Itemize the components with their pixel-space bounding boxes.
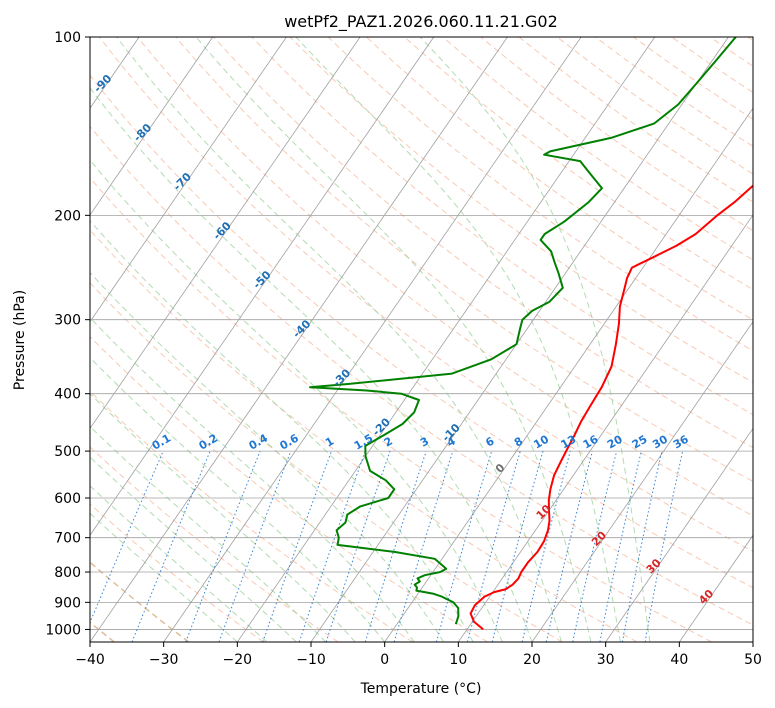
x-tick-label: 40 bbox=[670, 652, 688, 668]
y-tick-label: 900 bbox=[54, 595, 81, 611]
moist-adiabat bbox=[195, 37, 592, 642]
dry-adiabat bbox=[90, 282, 563, 642]
mixing-ratio-line bbox=[218, 450, 292, 642]
x-tick-label: −30 bbox=[149, 652, 179, 668]
background-lines bbox=[0, 37, 753, 642]
isotherm-line bbox=[0, 37, 65, 642]
y-tick-label: 1000 bbox=[45, 622, 81, 638]
mixing-ratio-line bbox=[364, 450, 427, 642]
plot-frame bbox=[89, 36, 754, 643]
x-axis: −40 −30 −20 −10 0 10 20 30 40 50 bbox=[75, 642, 762, 668]
isotherm-line bbox=[90, 37, 361, 430]
moist-adiabat bbox=[90, 456, 297, 642]
mixing-ratio-line bbox=[521, 450, 571, 642]
isotherm-line bbox=[237, 37, 656, 642]
x-tick-label: 30 bbox=[597, 652, 615, 668]
x-tick-label: 10 bbox=[449, 652, 467, 668]
y-axis: 1000 900 800 700 600 500 400 300 200 100 bbox=[45, 30, 90, 638]
isotherm-line bbox=[531, 321, 753, 642]
mixing-ratio-line bbox=[491, 450, 544, 642]
isotherm-line bbox=[310, 37, 729, 642]
moist-adiabat bbox=[90, 271, 445, 642]
mixing-ratio-line bbox=[572, 450, 618, 642]
moist-adiabat bbox=[90, 159, 503, 642]
mixing-ratio-line bbox=[298, 450, 366, 642]
dry-adiabat bbox=[137, 37, 753, 517]
y-tick-label: 300 bbox=[54, 313, 81, 329]
x-tick-label: −20 bbox=[223, 652, 253, 668]
moist-adiabat bbox=[90, 425, 327, 642]
isotherm-line bbox=[752, 641, 753, 642]
moist-adiabat bbox=[419, 37, 651, 642]
dry-adiabat bbox=[175, 37, 753, 483]
moist-adiabat bbox=[295, 37, 621, 642]
x-tick-label: 20 bbox=[523, 652, 541, 668]
dry-adiabat bbox=[90, 335, 488, 642]
mixing-ratio-line bbox=[262, 450, 332, 642]
mixing-ratio-line bbox=[435, 450, 493, 642]
x-tick-label: 50 bbox=[744, 652, 762, 668]
dry-adiabat bbox=[213, 37, 753, 449]
mixing-ratio-line bbox=[185, 450, 261, 642]
chart-title: wetPf2_PAZ1.2026.060.11.21.G02 bbox=[284, 12, 558, 32]
x-tick-label: 0 bbox=[380, 652, 389, 668]
data-series bbox=[309, 37, 753, 631]
moist-adiabat bbox=[90, 356, 386, 642]
mixing-ratio-line bbox=[90, 450, 164, 624]
dewpoint-line bbox=[309, 37, 737, 625]
moist-adiabat bbox=[90, 87, 533, 642]
x-axis-label: Temperature (°C) bbox=[360, 681, 482, 697]
moist-adiabat bbox=[90, 485, 268, 642]
isotherm-line bbox=[679, 534, 753, 642]
mixing-ratio-line bbox=[393, 450, 454, 642]
isotherm-line bbox=[458, 214, 753, 642]
mixing-ratio-line bbox=[545, 450, 593, 642]
moist-adiabat bbox=[116, 37, 562, 642]
mixing-ratio-line bbox=[131, 450, 211, 642]
y-tick-label: 500 bbox=[54, 444, 81, 460]
dry-adiabat bbox=[366, 37, 753, 321]
isotherm-line bbox=[163, 37, 582, 642]
y-tick-label: 400 bbox=[54, 387, 81, 403]
y-axis-label: Pressure (hPa) bbox=[12, 290, 28, 390]
x-tick-label: −40 bbox=[75, 652, 105, 668]
moist-adiabat bbox=[90, 220, 474, 642]
isotherm-line bbox=[90, 37, 435, 536]
temperature-line bbox=[469, 184, 753, 631]
x-tick-label: −10 bbox=[296, 652, 326, 668]
y-tick-label: 800 bbox=[54, 565, 81, 581]
isotherm-line bbox=[90, 37, 287, 323]
y-tick-label: 600 bbox=[54, 491, 81, 507]
isotherm-line bbox=[90, 37, 508, 642]
y-tick-label: 100 bbox=[54, 30, 81, 46]
y-tick-label: 700 bbox=[54, 531, 81, 547]
moist-adiabat bbox=[90, 512, 238, 642]
plot-background bbox=[90, 37, 753, 642]
dry-adiabat bbox=[90, 74, 753, 589]
dry-adiabat bbox=[404, 37, 753, 291]
y-tick-label: 200 bbox=[54, 208, 81, 224]
isotherm-line bbox=[605, 427, 753, 642]
isotherm-line bbox=[90, 37, 214, 216]
dry-adiabat bbox=[90, 177, 712, 642]
dry-adiabat bbox=[90, 125, 753, 626]
dry-adiabat bbox=[90, 229, 638, 642]
dry-adiabat bbox=[251, 37, 753, 416]
mixing-ratio-line bbox=[325, 450, 391, 642]
isotherm-line bbox=[384, 107, 753, 642]
dry-adiabat bbox=[90, 503, 264, 642]
